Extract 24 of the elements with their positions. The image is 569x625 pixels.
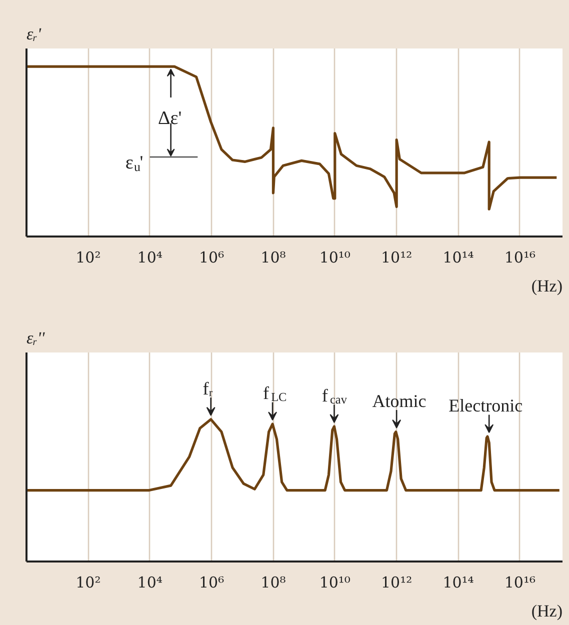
x-tick-label: 10¹⁶	[504, 248, 536, 266]
annotation: Electronic	[448, 396, 523, 416]
x-tick-label: 10²	[76, 248, 101, 266]
y-axis-title: εᵣ'	[26, 24, 42, 44]
x-tick-label: 10¹²	[381, 574, 412, 592]
x-tick-label: 10¹⁰	[319, 248, 350, 266]
x-tick-label: 10⁶	[198, 248, 224, 266]
x-tick-label: 10¹⁶	[504, 574, 536, 592]
x-axis-title: (Hz)	[531, 602, 563, 620]
x-tick-label: 10¹⁴	[442, 574, 474, 592]
x-tick-label: 10⁸	[260, 248, 286, 266]
annotation: fᵣ	[202, 378, 213, 399]
annotation: Atomic	[372, 391, 426, 412]
x-tick-label: 10⁴	[137, 574, 162, 592]
y-axis-title: εᵣ''	[26, 328, 46, 348]
x-tick-label: 10⁴	[137, 248, 162, 266]
x-tick-label: 10⁸	[260, 574, 286, 592]
x-tick-label: 10¹⁴	[442, 248, 474, 266]
x-tick-label: 10²	[76, 574, 101, 592]
x-axis-title: (Hz)	[531, 276, 563, 296]
x-tick-label: 10¹²	[381, 248, 412, 266]
x-tick-label: 10⁶	[198, 574, 224, 592]
x-tick-label: 10¹⁰	[319, 574, 350, 592]
annotation: Δε'	[158, 108, 182, 130]
